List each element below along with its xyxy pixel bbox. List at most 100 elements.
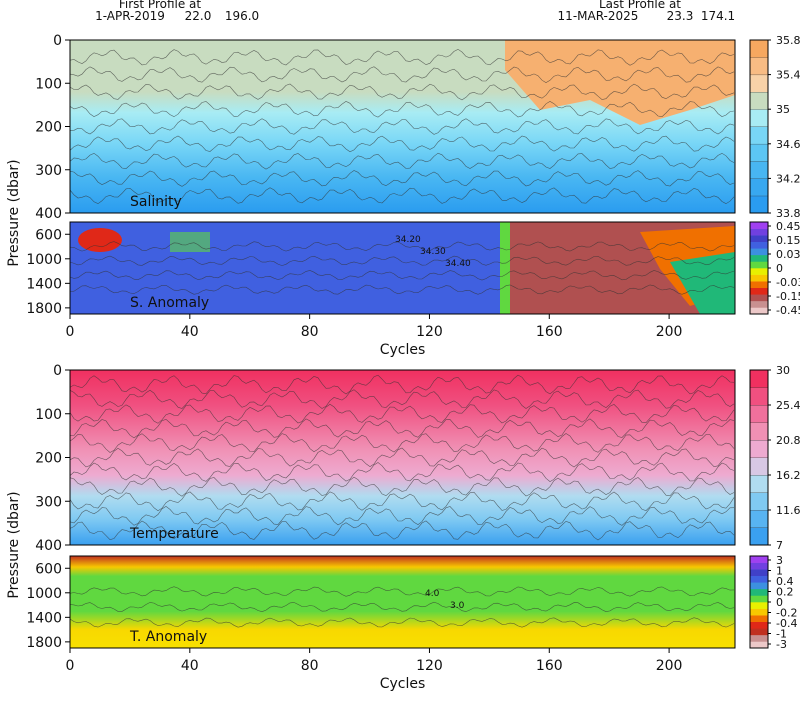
x-tick-label: 0 (66, 658, 75, 674)
contour-line (69, 418, 735, 439)
colorbar-band (749, 404, 769, 423)
colorbar-tick-label: 1 (776, 565, 783, 578)
x-tick-label: 120 (416, 324, 443, 340)
header-label: Last Profile at (599, 0, 681, 11)
colorbar-tick-label: 3 (776, 554, 783, 567)
colorbar-tick-label: -0.4 (776, 617, 797, 630)
contour-line (69, 601, 735, 613)
colorbar-band (750, 261, 768, 269)
colorbar-tick-label: 25.4 (776, 399, 800, 412)
contour-line (69, 270, 735, 281)
y-tick-label: 1000 (26, 586, 62, 602)
colorbar-band (750, 281, 768, 289)
contour-label: 34.20 (395, 235, 421, 245)
colorbar-band (750, 569, 768, 577)
y-tick-label: 1400 (26, 276, 62, 292)
colorbar-band (750, 634, 768, 642)
colorbar-band (749, 178, 769, 197)
x-tick-label: 120 (416, 658, 443, 674)
contour-line (69, 48, 735, 66)
colorbar-band (749, 369, 769, 388)
colorbar-band (749, 195, 769, 214)
colorbar-band (749, 57, 769, 76)
colorbar-tick-label: 0 (776, 596, 783, 609)
colorbar-tick-label: 35 (776, 103, 790, 116)
colorbar-band (749, 474, 769, 493)
colorbar-band (749, 126, 769, 145)
contour-line (69, 241, 735, 252)
x-tick-label: 200 (656, 324, 683, 340)
colorbar-band (750, 608, 768, 616)
panel-label: Temperature (129, 526, 219, 542)
field-region (670, 252, 735, 314)
colorbar-tick-label: -1 (776, 628, 787, 641)
colorbar-tick-label: 7 (776, 539, 783, 552)
x-tick-label: 80 (301, 658, 319, 674)
colorbar-tick-label: 0.4 (776, 575, 794, 588)
contour-line (69, 187, 735, 205)
field (70, 556, 735, 648)
y-tick-label: 1800 (26, 301, 62, 317)
colorbar-band (749, 160, 769, 179)
contour-line (69, 284, 735, 295)
panel-label: T. Anomaly (129, 629, 207, 645)
colorbar-band (749, 492, 769, 511)
colorbar-band (749, 509, 769, 528)
x-tick-label: 200 (656, 658, 683, 674)
contour-line (69, 617, 735, 628)
colorbar-tick-label: 20.8 (776, 434, 800, 447)
contour-label: 4.0 (425, 589, 440, 599)
colorbar-band (750, 235, 768, 243)
colorbar-tick-label: 35.4 (776, 69, 800, 82)
colorbar-band (750, 621, 768, 629)
colorbar-band (749, 422, 769, 441)
field-region (170, 232, 210, 252)
y-axis-label: Pressure (dbar) (6, 491, 22, 598)
contour-line (69, 255, 735, 266)
colorbar-band (749, 527, 769, 546)
colorbar-tick-label: 16.2 (776, 469, 800, 482)
contour-line (69, 152, 735, 170)
colorbar-tick-label: -3 (776, 638, 787, 651)
colorbar-band (750, 582, 768, 590)
contour-line (69, 586, 735, 597)
panel-label: Salinity (130, 194, 182, 210)
colorbar-band (750, 268, 768, 275)
y-axis-label: Pressure (dbar) (6, 159, 22, 266)
x-tick-label: 160 (536, 324, 563, 340)
x-axis-label: Cycles (380, 342, 426, 358)
colorbar-band (750, 222, 768, 229)
colorbar-tick-label: -0.2 (776, 607, 797, 620)
colorbar-band (749, 39, 769, 58)
colorbar-frame (749, 369, 769, 546)
y-tick-label: 400 (35, 206, 62, 222)
contour-line (69, 101, 735, 118)
header-date: 11-MAR-2025 (558, 9, 639, 23)
colorbar-band (749, 143, 769, 162)
colorbar-band (749, 457, 769, 476)
contour-line (69, 506, 735, 526)
contour-line (69, 403, 735, 424)
colorbar-band (749, 91, 769, 110)
y-tick-label: 300 (35, 494, 62, 510)
plot-frame (69, 221, 736, 315)
colorbar-tick-label: 35.8 (776, 34, 800, 47)
y-tick-label: 100 (35, 407, 62, 423)
contour-line (69, 374, 735, 395)
contour-line (69, 520, 735, 541)
x-tick-label: 40 (181, 324, 199, 340)
y-tick-label: 200 (35, 451, 62, 467)
contour-line (69, 135, 735, 153)
colorbar-tick-label: 0.03 (776, 248, 800, 261)
colorbar-tick-label: 11.6 (776, 504, 800, 517)
colorbar-tick-label: -0.03 (776, 276, 800, 289)
colorbar-frame (749, 39, 769, 214)
x-tick-label: 160 (536, 658, 563, 674)
colorbar-band (750, 254, 768, 262)
colorbar-band (750, 588, 768, 596)
contour-line (69, 83, 735, 101)
colorbar-band (750, 241, 768, 249)
y-tick-label: 600 (35, 227, 62, 243)
colorbar-tick-label: 0.15 (776, 234, 800, 247)
